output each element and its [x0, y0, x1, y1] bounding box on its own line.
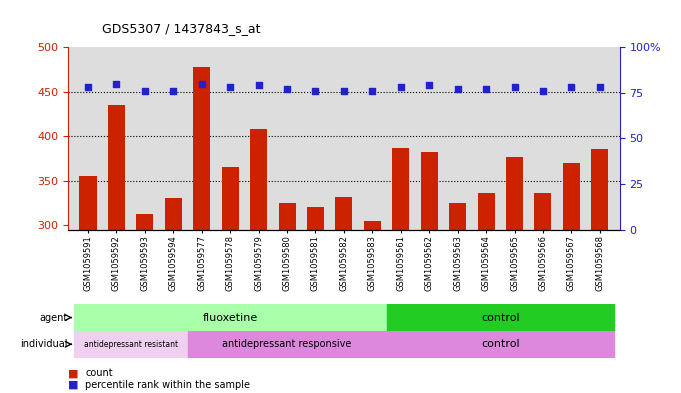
Bar: [74, 331, 187, 358]
Bar: [193, 67, 210, 393]
Bar: [392, 148, 409, 393]
Bar: [364, 220, 381, 393]
Point: [140, 88, 151, 94]
Text: agent: agent: [39, 312, 67, 323]
Point: [168, 88, 178, 94]
Bar: [506, 158, 523, 393]
Bar: [165, 198, 182, 393]
Bar: [250, 129, 267, 393]
Bar: [307, 207, 324, 393]
Text: control: control: [481, 312, 520, 323]
Bar: [421, 152, 438, 393]
Bar: [221, 167, 239, 393]
Bar: [187, 331, 387, 358]
Bar: [80, 176, 97, 393]
Text: ■: ■: [68, 380, 78, 390]
Point: [82, 84, 93, 90]
Bar: [279, 203, 296, 393]
Point: [310, 88, 321, 94]
Bar: [591, 149, 608, 393]
Point: [537, 88, 548, 94]
Point: [566, 84, 577, 90]
Bar: [563, 163, 580, 393]
Point: [253, 82, 264, 88]
Point: [481, 86, 492, 92]
Bar: [449, 203, 466, 393]
Bar: [108, 105, 125, 393]
Point: [396, 84, 407, 90]
Bar: [74, 304, 387, 331]
Point: [111, 81, 122, 87]
Text: antidepressant resistant: antidepressant resistant: [84, 340, 178, 349]
Point: [424, 82, 434, 88]
Point: [595, 84, 605, 90]
Text: percentile rank within the sample: percentile rank within the sample: [85, 380, 250, 390]
Bar: [387, 304, 614, 331]
Point: [225, 84, 236, 90]
Text: GDS5307 / 1437843_s_at: GDS5307 / 1437843_s_at: [102, 22, 261, 35]
Bar: [535, 193, 552, 393]
Point: [452, 86, 463, 92]
Text: fluoxetine: fluoxetine: [202, 312, 258, 323]
Point: [338, 88, 349, 94]
Text: antidepressant responsive: antidepressant responsive: [223, 339, 351, 349]
Bar: [136, 215, 153, 393]
Bar: [477, 193, 494, 393]
Text: control: control: [481, 339, 520, 349]
Point: [281, 86, 292, 92]
Bar: [387, 331, 614, 358]
Bar: [335, 196, 353, 393]
Text: count: count: [85, 368, 113, 378]
Text: ■: ■: [68, 368, 78, 378]
Point: [367, 88, 378, 94]
Point: [509, 84, 520, 90]
Text: individual: individual: [20, 339, 67, 349]
Point: [196, 81, 207, 87]
